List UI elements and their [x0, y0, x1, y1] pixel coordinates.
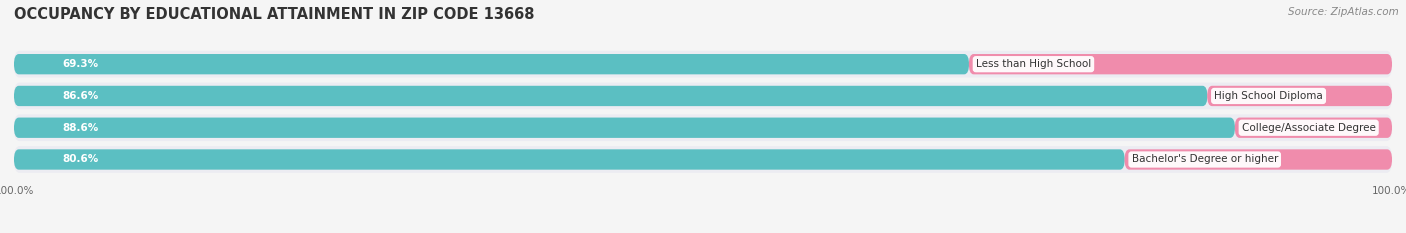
Text: 86.6%: 86.6% [62, 91, 98, 101]
FancyBboxPatch shape [14, 51, 1392, 78]
FancyBboxPatch shape [14, 114, 1392, 141]
Text: Source: ZipAtlas.com: Source: ZipAtlas.com [1288, 7, 1399, 17]
Text: 80.6%: 80.6% [62, 154, 98, 164]
Text: Bachelor's Degree or higher: Bachelor's Degree or higher [1132, 154, 1278, 164]
FancyBboxPatch shape [969, 54, 1392, 74]
Text: College/Associate Degree: College/Associate Degree [1241, 123, 1375, 133]
FancyBboxPatch shape [1125, 149, 1392, 170]
FancyBboxPatch shape [14, 54, 969, 74]
FancyBboxPatch shape [1234, 118, 1392, 138]
FancyBboxPatch shape [14, 83, 1392, 109]
FancyBboxPatch shape [14, 146, 1392, 173]
Text: OCCUPANCY BY EDUCATIONAL ATTAINMENT IN ZIP CODE 13668: OCCUPANCY BY EDUCATIONAL ATTAINMENT IN Z… [14, 7, 534, 22]
FancyBboxPatch shape [14, 149, 1125, 170]
Text: 69.3%: 69.3% [62, 59, 98, 69]
Text: Less than High School: Less than High School [976, 59, 1091, 69]
Text: 88.6%: 88.6% [62, 123, 98, 133]
FancyBboxPatch shape [14, 86, 1208, 106]
FancyBboxPatch shape [14, 118, 1234, 138]
FancyBboxPatch shape [1208, 86, 1392, 106]
Text: High School Diploma: High School Diploma [1215, 91, 1323, 101]
